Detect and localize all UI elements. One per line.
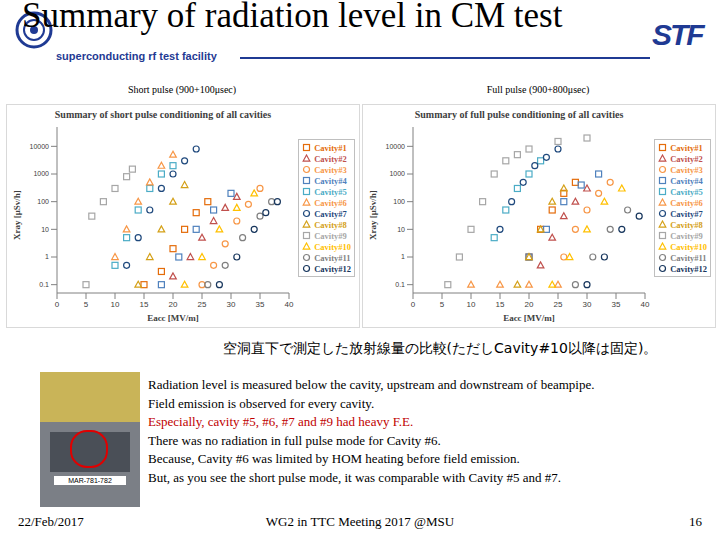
html-text:Cavity#4: Cavity#4	[670, 175, 703, 186]
svg-text:40: 40	[285, 300, 294, 309]
html-text:Cavity#12: Cavity#12	[314, 263, 351, 274]
html-text:Cavity#2: Cavity#2	[670, 153, 703, 164]
html-text:MAR-781-782: MAR-781-782	[68, 477, 112, 484]
svg-text:30: 30	[583, 300, 592, 309]
html-text:Cavity#11: Cavity#11	[314, 252, 351, 263]
html-text:Especially, cavity #5, #6, #7: Especially, cavity #5, #6, #7 and #9 had…	[148, 414, 414, 429]
svg-text:5: 5	[84, 300, 89, 309]
svg-text:0.1: 0.1	[39, 281, 49, 288]
svg-text:10: 10	[397, 226, 405, 233]
html-text:Cavity#4: Cavity#4	[314, 175, 347, 186]
html-text:Summary of short pulse conditi: Summary of short pulse conditioning of a…	[54, 109, 272, 120]
svg-text:15: 15	[496, 300, 505, 309]
html-text:Cavity#1: Cavity#1	[670, 142, 703, 153]
html-text:Cavity#12: Cavity#12	[670, 263, 707, 274]
html-text:Cavity#9: Cavity#9	[314, 230, 347, 241]
svg-text:10: 10	[467, 300, 476, 309]
svg-text:10: 10	[41, 226, 49, 233]
html-text:Because, Cavity #6 was limited: Because, Cavity #6 was limited by HOM he…	[148, 451, 520, 466]
html-text:Cavity#2: Cavity#2	[314, 153, 347, 164]
html-text:Cavity#3: Cavity#3	[670, 164, 703, 175]
html-text:22/Feb/2017: 22/Feb/2017	[18, 514, 84, 529]
svg-text:40: 40	[641, 300, 650, 309]
html-text:Radiation level is measured be: Radiation level is measured below the ca…	[148, 377, 595, 392]
svg-text:0: 0	[55, 300, 60, 309]
svg-text:Eacc [MV/m]: Eacc [MV/m]	[503, 313, 555, 323]
html-text:Cavity#5: Cavity#5	[670, 186, 703, 197]
html-text:Cavity#1: Cavity#1	[314, 142, 347, 153]
svg-text:Xray [μSv/h]: Xray [μSv/h]	[12, 190, 22, 240]
html-text:Cavity#8: Cavity#8	[314, 219, 347, 230]
svg-text:35: 35	[612, 300, 621, 309]
html-text:Summary of full pulse conditio: Summary of full pulse conditioning of al…	[414, 109, 624, 120]
svg-text:100: 100	[37, 198, 49, 205]
svg-text:1: 1	[401, 253, 405, 260]
html-text:16: 16	[689, 514, 702, 529]
svg-text:1000: 1000	[389, 170, 405, 177]
svg-text:30: 30	[227, 300, 236, 309]
svg-text:1000: 1000	[33, 170, 49, 177]
html-text:STF: STF	[652, 18, 703, 51]
html-text:Cavity#7: Cavity#7	[670, 208, 703, 219]
svg-text:25: 25	[554, 300, 563, 309]
html-text:Short pulse (900+100μsec): Short pulse (900+100μsec)	[127, 84, 237, 95]
html-text:Cavity#3: Cavity#3	[314, 164, 347, 175]
html-text:Cavity#5: Cavity#5	[314, 186, 347, 197]
svg-text:Eacc [MV/m]: Eacc [MV/m]	[147, 313, 199, 323]
svg-text:15: 15	[140, 300, 149, 309]
html-text:Cavity#6: Cavity#6	[670, 197, 703, 208]
html-text:Cavity#7: Cavity#7	[314, 208, 347, 219]
html-text:WG2 in TTC Meeting 2017 @MSU: WG2 in TTC Meeting 2017 @MSU	[265, 514, 455, 529]
html-text:Cavity#10: Cavity#10	[670, 241, 707, 252]
html-text:Cavity#6: Cavity#6	[314, 197, 347, 208]
svg-text:100: 100	[393, 198, 405, 205]
html-text:Cavity#9: Cavity#9	[670, 230, 703, 241]
html-text:There was no radiation in full: There was no radiation in full pulse mod…	[148, 432, 441, 448]
svg-text:25: 25	[198, 300, 207, 309]
svg-text:20: 20	[169, 300, 178, 309]
svg-text:5: 5	[440, 300, 445, 309]
svg-text:Xray [μSv/h]: Xray [μSv/h]	[368, 190, 378, 240]
svg-text:0.1: 0.1	[395, 281, 405, 288]
html-text:Cavity#10: Cavity#10	[314, 241, 351, 252]
svg-text:10: 10	[111, 300, 120, 309]
html-text:Cavity#8: Cavity#8	[670, 219, 703, 230]
html-text:Field emission is observed for: Field emission is observed for every cav…	[148, 395, 375, 411]
svg-text:20: 20	[525, 300, 534, 309]
svg-text:10000: 10000	[386, 143, 406, 150]
html-text:But, as you see the short puls: But, as you see the short pulse mode, it…	[148, 469, 561, 485]
svg-text:1: 1	[45, 253, 49, 260]
html-text:superconducting rf test facili: superconducting rf test facility	[56, 50, 217, 62]
svg-text:0: 0	[411, 300, 416, 309]
svg-text:10000: 10000	[30, 143, 50, 150]
html-text:Full pulse (900+800μsec): Full pulse (900+800μsec)	[486, 84, 590, 95]
html-text:Cavity#11: Cavity#11	[670, 252, 707, 263]
svg-text:35: 35	[256, 300, 265, 309]
html-text:空洞直下で測定した放射線量の比較(ただしCavity#10以: 空洞直下で測定した放射線量の比較(ただしCavity#10以降は固定)。	[222, 340, 658, 356]
